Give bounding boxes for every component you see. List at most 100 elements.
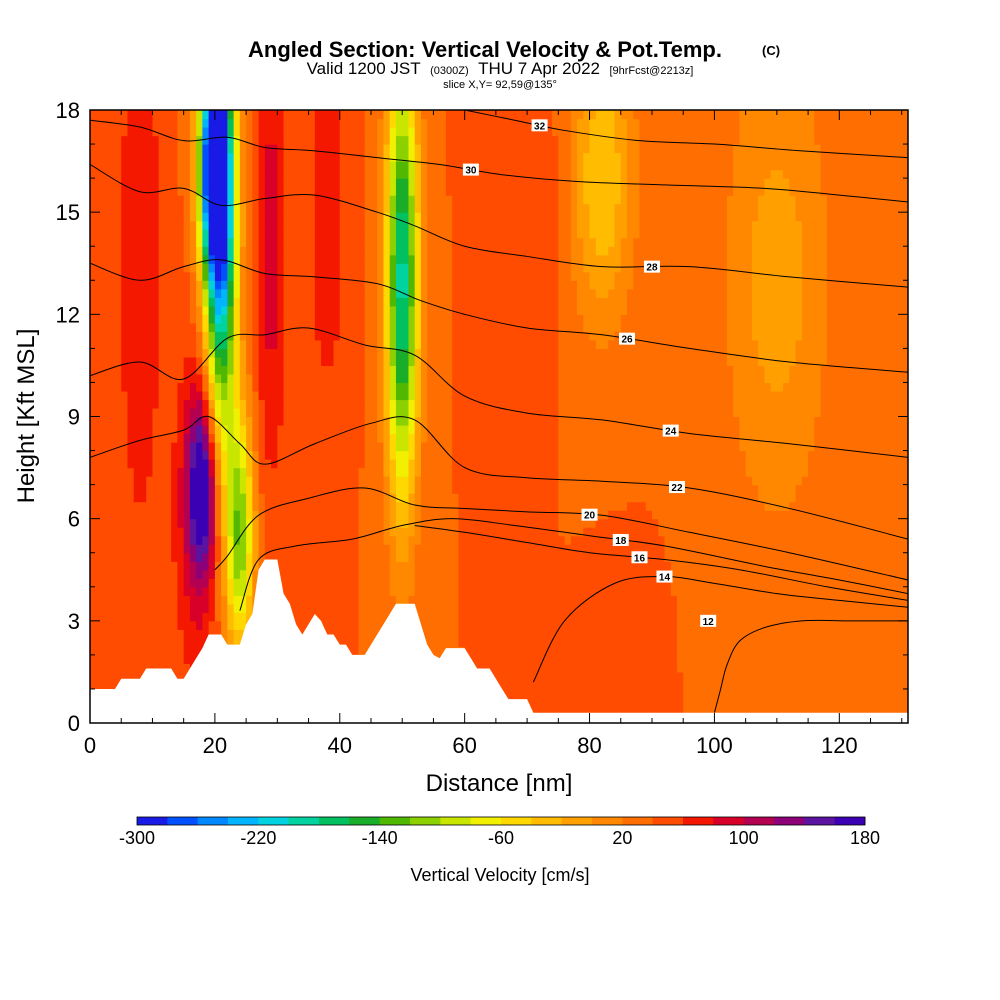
velocity-cell xyxy=(377,220,385,230)
velocity-cell xyxy=(477,450,484,460)
velocity-cell xyxy=(171,476,179,486)
velocity-cell xyxy=(146,586,154,596)
velocity-cell xyxy=(433,407,441,418)
velocity-cell xyxy=(314,373,322,384)
velocity-cell xyxy=(146,425,154,435)
velocity-cell xyxy=(252,433,260,443)
velocity-cell xyxy=(445,169,453,179)
velocity-cell xyxy=(483,135,491,145)
velocity-cell xyxy=(164,246,172,256)
velocity-cell xyxy=(389,169,397,179)
velocity-cell xyxy=(445,203,453,213)
velocity-cell xyxy=(152,484,160,494)
velocity-cell xyxy=(489,331,497,341)
velocity-cell xyxy=(489,186,497,196)
velocity-cell xyxy=(502,459,509,469)
velocity-cell xyxy=(333,433,341,443)
velocity-cell xyxy=(433,331,441,341)
velocity-cell xyxy=(114,450,122,460)
velocity-cell xyxy=(395,535,403,545)
velocity-cell xyxy=(364,314,372,324)
velocity-cell xyxy=(277,561,285,571)
velocity-cell xyxy=(183,152,191,162)
velocity-cell xyxy=(327,407,335,418)
velocity-cell xyxy=(239,314,247,324)
velocity-cell xyxy=(346,229,353,239)
velocity-cell xyxy=(264,288,272,298)
velocity-cell xyxy=(483,663,491,673)
velocity-cell xyxy=(358,305,366,315)
velocity-cell xyxy=(495,152,503,162)
velocity-cell xyxy=(470,288,478,298)
velocity-cell xyxy=(202,552,210,562)
velocity-cell xyxy=(127,407,135,418)
velocity-cell xyxy=(202,569,210,579)
velocity-cell xyxy=(370,220,378,230)
velocity-cell xyxy=(508,459,516,469)
velocity-cell xyxy=(90,322,97,332)
velocity-cell xyxy=(96,390,104,401)
velocity-cell xyxy=(364,595,372,605)
velocity-cell xyxy=(252,390,260,401)
velocity-cell xyxy=(158,416,166,426)
velocity-cell xyxy=(445,510,453,520)
velocity-cell xyxy=(108,416,116,426)
velocity-cell xyxy=(514,501,522,511)
velocity-cell xyxy=(121,322,129,332)
velocity-cell xyxy=(171,365,179,375)
velocity-cell xyxy=(321,467,328,477)
velocity-cell xyxy=(445,416,453,426)
velocity-cell xyxy=(458,305,466,315)
velocity-cell xyxy=(233,305,241,315)
velocity-cell xyxy=(289,442,297,452)
velocity-cell xyxy=(477,237,484,247)
velocity-cell xyxy=(502,178,509,188)
velocity-cell xyxy=(433,186,441,196)
velocity-cell xyxy=(383,425,391,435)
velocity-cell xyxy=(383,450,391,460)
velocity-cell xyxy=(127,620,135,630)
velocity-cell xyxy=(183,433,191,443)
velocity-cell xyxy=(333,620,341,630)
velocity-cell xyxy=(283,356,291,367)
velocity-cell xyxy=(277,246,285,256)
velocity-cell xyxy=(327,263,335,273)
velocity-cell xyxy=(308,331,316,341)
velocity-cell xyxy=(508,688,516,699)
velocity-cell xyxy=(489,561,497,571)
velocity-cell xyxy=(233,501,241,511)
velocity-cell xyxy=(227,390,235,401)
velocity-cell xyxy=(121,416,129,426)
velocity-cell xyxy=(433,339,441,349)
velocity-cell xyxy=(183,144,191,154)
velocity-cell xyxy=(139,271,147,281)
velocity-cell xyxy=(470,442,478,452)
velocity-cell xyxy=(164,110,172,120)
velocity-cell xyxy=(102,535,110,545)
velocity-cell xyxy=(296,399,303,409)
velocity-cell xyxy=(202,263,210,273)
velocity-cell xyxy=(264,263,272,273)
velocity-cell xyxy=(339,254,347,264)
velocity-cell xyxy=(420,510,428,520)
velocity-cell xyxy=(408,586,416,596)
velocity-cell xyxy=(439,612,447,622)
velocity-cell xyxy=(139,390,147,401)
velocity-cell xyxy=(502,493,509,503)
velocity-cell xyxy=(495,671,503,682)
velocity-cell xyxy=(364,544,372,554)
velocity-cell xyxy=(108,476,116,486)
velocity-cell xyxy=(283,229,291,239)
velocity-cell xyxy=(327,586,335,596)
velocity-cell xyxy=(108,254,116,264)
velocity-cell xyxy=(502,203,509,213)
velocity-cell xyxy=(352,493,360,503)
velocity-cell xyxy=(508,178,516,188)
velocity-cell xyxy=(427,442,435,452)
velocity-cell xyxy=(227,493,235,503)
velocity-cell xyxy=(258,144,266,154)
velocity-cell xyxy=(121,663,129,673)
velocity-cell xyxy=(321,433,328,443)
velocity-cell xyxy=(483,578,491,588)
velocity-cell xyxy=(395,382,403,392)
